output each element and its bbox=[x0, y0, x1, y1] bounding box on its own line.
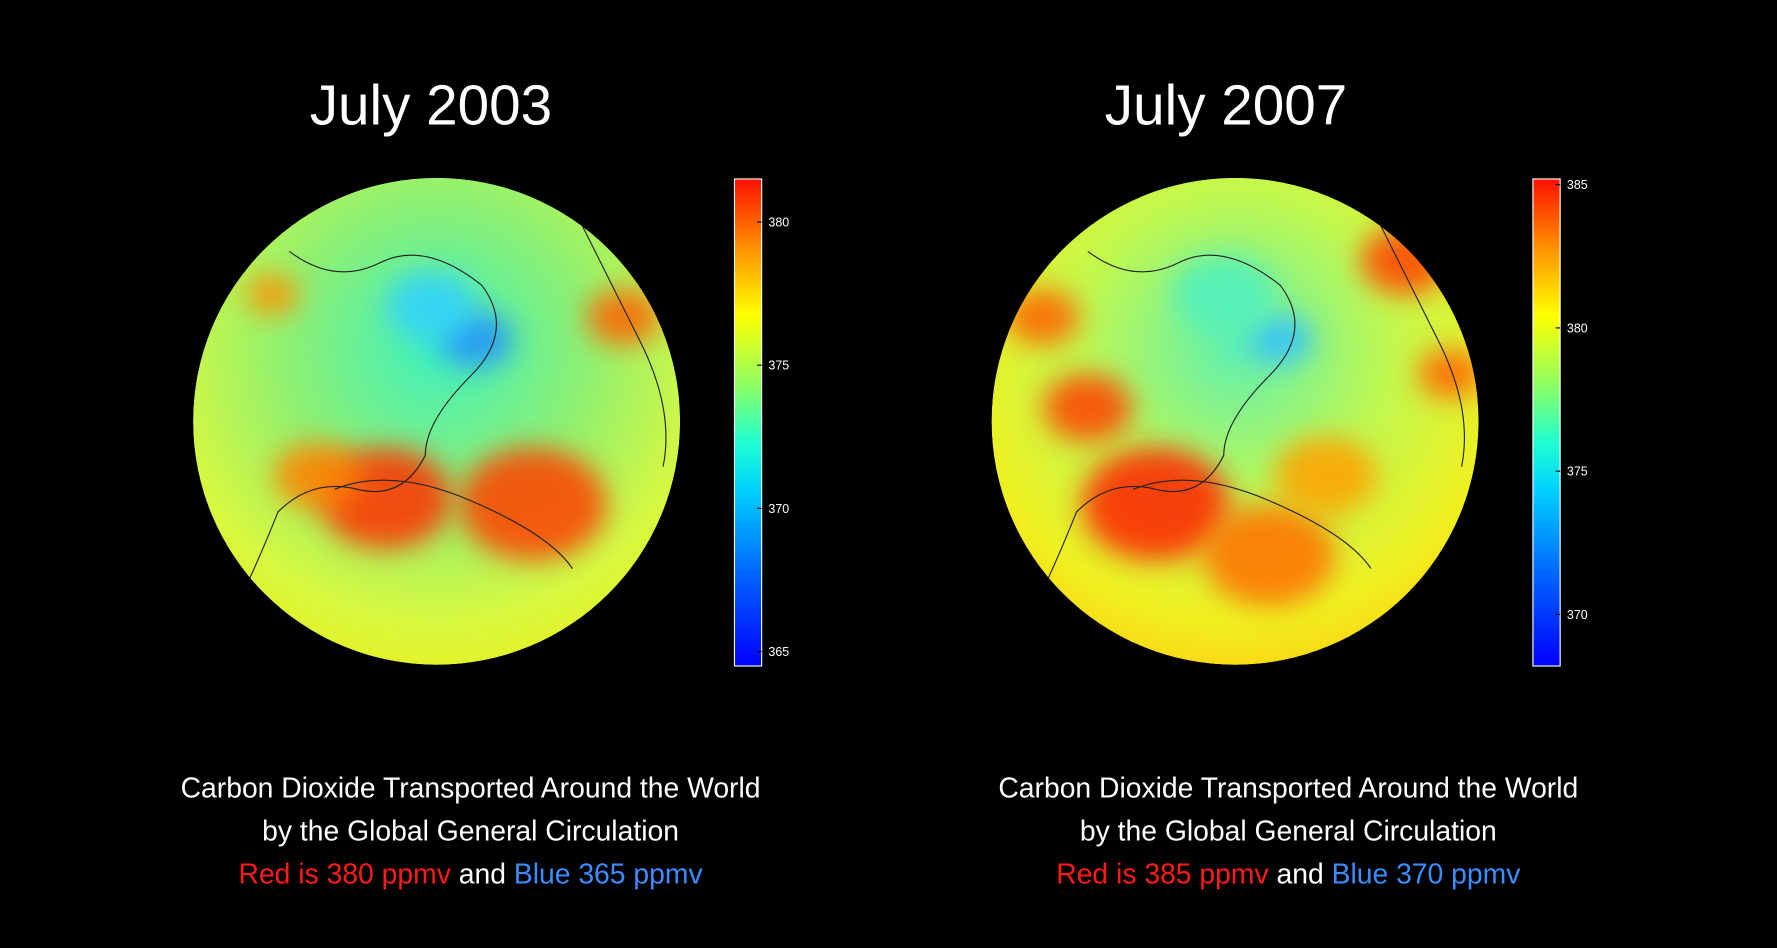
co2-blob bbox=[386, 271, 476, 340]
co2-blob bbox=[1172, 254, 1276, 335]
panel-title: July 2003 bbox=[310, 75, 552, 138]
co2-blob bbox=[1043, 373, 1133, 442]
co2-blob bbox=[1360, 226, 1450, 295]
caption-line: by the Global General Circulation bbox=[1080, 814, 1497, 846]
legend-part: Red is 380 ppmv bbox=[239, 857, 452, 889]
colorbar-tick-label: 370 bbox=[1567, 608, 1588, 622]
co2-blob bbox=[273, 441, 362, 510]
co2-blob bbox=[1417, 348, 1479, 399]
colorbar-tick-label: 380 bbox=[768, 215, 789, 229]
colorbar bbox=[733, 178, 763, 667]
caption-line: Carbon Dioxide Transported Around the Wo… bbox=[998, 771, 1578, 803]
colorbar-tick-label: 365 bbox=[768, 645, 789, 659]
coastline bbox=[232, 205, 667, 615]
panel: July 2007 370 375 380 385 Carbon Dioxide Tran… bbox=[991, 75, 1588, 889]
legend-part: Blue 370 ppmv bbox=[1332, 857, 1522, 889]
co2-blob bbox=[1082, 447, 1230, 561]
co2-blob bbox=[1274, 436, 1378, 516]
caption-line: Carbon Dioxide Transported Around the Wo… bbox=[181, 771, 761, 803]
colorbar-tick-label: 375 bbox=[1567, 465, 1588, 479]
legend-part: Blue 365 ppmv bbox=[514, 857, 704, 889]
co2-blob bbox=[1202, 504, 1336, 606]
co2-blob bbox=[459, 447, 607, 561]
caption-line: by the Global General Circulation bbox=[262, 814, 679, 846]
co2-blob bbox=[586, 288, 661, 346]
coastline bbox=[1030, 205, 1466, 615]
caption-legend: Red is 385 ppmv and Blue 370 ppmv bbox=[1056, 857, 1521, 889]
colorbar-tick-label: 375 bbox=[768, 359, 789, 373]
co2-blob bbox=[245, 274, 299, 315]
co2-blob bbox=[1005, 288, 1080, 346]
legend-part: and bbox=[459, 857, 506, 889]
legend-part: and bbox=[1276, 857, 1323, 889]
co2-blob bbox=[1247, 314, 1313, 365]
panel: July 2003 365 370 375 380 Carbon Dioxide Tran… bbox=[181, 75, 790, 890]
globe-disc bbox=[193, 177, 681, 665]
colorbar-tick-label: 370 bbox=[768, 502, 789, 516]
caption-legend: Red is 380 ppmv and Blue 365 ppmv bbox=[239, 857, 704, 889]
globe bbox=[193, 177, 681, 665]
panel-title: July 2007 bbox=[1105, 75, 1347, 138]
colorbar-tick-label: 385 bbox=[1567, 178, 1588, 192]
legend-part: Red is 385 ppmv bbox=[1056, 857, 1269, 889]
globe bbox=[991, 177, 1479, 665]
colorbar-tick-label: 380 bbox=[1567, 321, 1588, 335]
colorbar bbox=[1532, 178, 1561, 667]
